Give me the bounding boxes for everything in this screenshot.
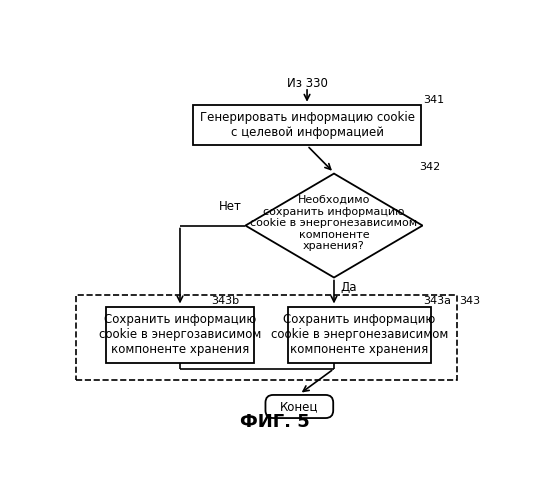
Text: Из 330: Из 330 [287, 77, 327, 90]
Text: Сохранить информацию
cookie в энергозависимом
компоненте хранения: Сохранить информацию cookie в энергозави… [99, 314, 261, 356]
Text: Конец: Конец [280, 400, 318, 413]
Text: Нет: Нет [219, 200, 242, 213]
FancyBboxPatch shape [193, 106, 421, 146]
FancyBboxPatch shape [288, 307, 430, 362]
Text: 343b: 343b [211, 296, 239, 306]
Text: Необходимо
сохранить информацию
cookie в энергонезависимом
компоненте
хранения?: Необходимо сохранить информацию cookie в… [250, 195, 418, 252]
Text: Генерировать информацию cookie
с целевой информацией: Генерировать информацию cookie с целевой… [199, 112, 414, 140]
Text: ФИГ. 5: ФИГ. 5 [240, 413, 310, 431]
FancyBboxPatch shape [76, 295, 457, 380]
Text: Да: Да [340, 282, 356, 294]
FancyBboxPatch shape [265, 395, 333, 418]
FancyBboxPatch shape [106, 307, 254, 362]
Text: 342: 342 [419, 162, 440, 172]
Text: 343: 343 [459, 296, 480, 306]
Polygon shape [245, 174, 422, 278]
Text: 343а: 343а [423, 296, 451, 306]
Text: 341: 341 [423, 94, 444, 104]
Text: Сохранить информацию
cookie в энергонезависимом
компоненте хранения: Сохранить информацию cookie в энергонеза… [271, 314, 448, 356]
